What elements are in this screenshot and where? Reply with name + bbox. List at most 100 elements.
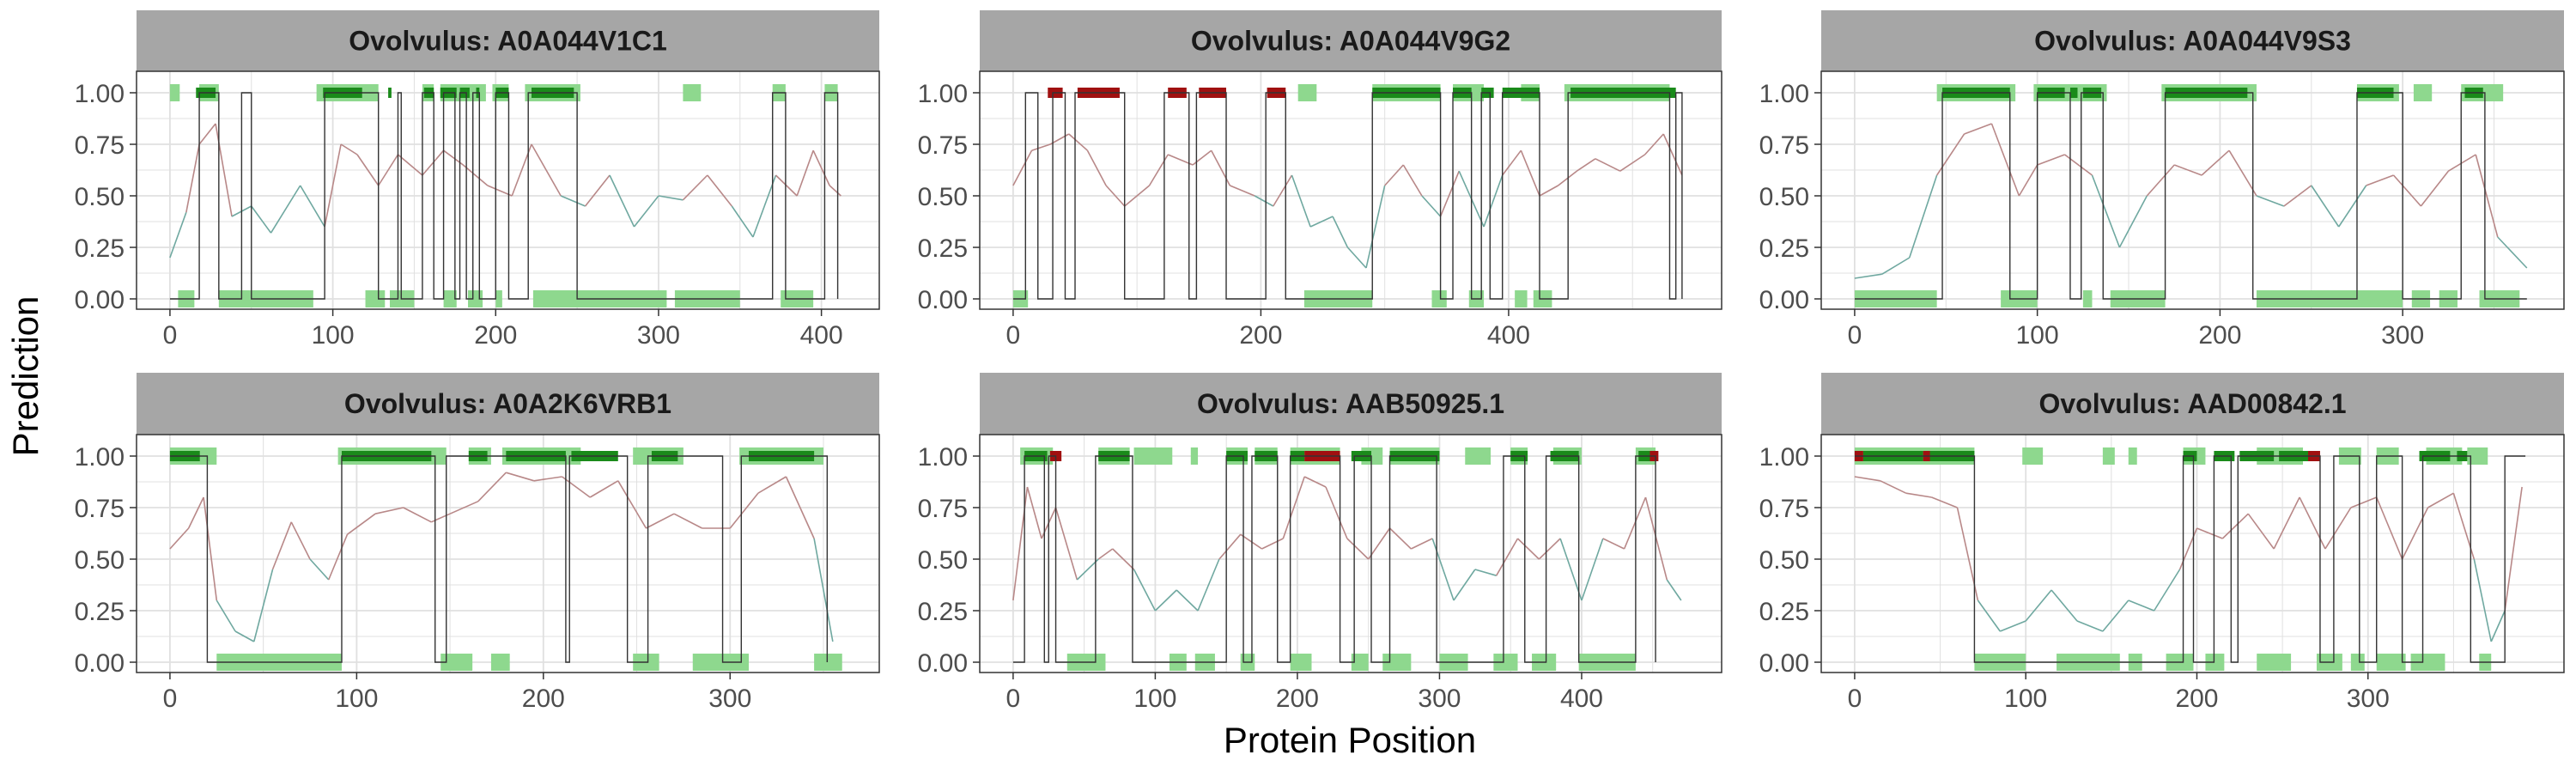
prediction-line-segment (1439, 170, 1460, 217)
prediction-line-segment (796, 149, 814, 197)
y-tick-label: 0.00 (75, 649, 125, 678)
prediction-line-segment (1054, 507, 1078, 581)
prediction-line-segment (1197, 558, 1220, 612)
prediction-line-segment (290, 521, 311, 560)
prediction-line-segment (1210, 149, 1231, 186)
prediction-line-segment (2221, 513, 2249, 539)
prediction-line-segment (1026, 486, 1042, 539)
prediction-line-segment (1666, 579, 1682, 601)
prediction-line-segment (1421, 195, 1442, 217)
prediction-line-segment (1402, 164, 1423, 197)
prediction-line-segment (462, 164, 489, 186)
prediction-line-segment (2401, 507, 2429, 560)
prediction-line-segment (477, 472, 507, 502)
prediction-line-segment (2447, 154, 2476, 172)
y-tick-label: 1.00 (1759, 443, 1809, 472)
y-tick-label: 0.50 (1759, 183, 1809, 211)
bottom-region-bar (443, 290, 457, 307)
bottom-region-bar (1290, 654, 1312, 671)
prediction-line-segment (431, 513, 451, 523)
x-tick-label: 200 (474, 321, 517, 350)
panel-border (136, 70, 880, 310)
prediction-line-segment (2299, 496, 2326, 550)
x-tick-label: 300 (1418, 685, 1461, 713)
strip-background (137, 373, 879, 435)
strip-background (1821, 10, 2564, 71)
panel-border (136, 434, 880, 673)
prediction-line-segment (682, 174, 708, 201)
prediction-line-segment (1154, 589, 1177, 612)
x-tick-label: 0 (1848, 685, 1862, 713)
x-tick-label: 0 (163, 685, 178, 713)
prediction-line-segment (340, 143, 358, 155)
prediction-line-segment (251, 205, 272, 234)
prediction-line-segment (731, 205, 754, 238)
y-tick-label: 1.00 (75, 80, 125, 108)
prediction-line-segment (617, 480, 647, 529)
prediction-line-segment (1623, 496, 1647, 550)
y-tick-label: 0.00 (918, 286, 968, 314)
prediction-line-segment (562, 476, 591, 498)
prediction-line-segment (1303, 476, 1327, 488)
prediction-line-segment (785, 476, 815, 539)
prediction-line-segment (2000, 620, 2026, 632)
prediction-line-segment (1049, 133, 1070, 145)
prediction-line-segment (1453, 569, 1476, 601)
prediction-line-segment (2490, 610, 2506, 642)
bottom-region-bar (2257, 654, 2292, 671)
bottom-region-bar (365, 290, 386, 307)
top-predicted-bar (2069, 88, 2078, 98)
x-tick-label: 400 (800, 321, 843, 350)
prediction-line-segment (374, 507, 404, 514)
top-region-bar (2413, 84, 2433, 101)
prediction-line-segment (1595, 158, 1621, 172)
prediction-line-segment (2146, 164, 2175, 197)
prediction-line-segment (775, 174, 798, 197)
binary-step-line (1012, 92, 1683, 300)
bottom-region-bar (2350, 654, 2365, 671)
top-region-bar (2022, 447, 2044, 465)
prediction-line-segment (1218, 533, 1242, 560)
y-tick-label: 0.75 (1759, 495, 1809, 523)
prediction-line-segment (1133, 569, 1157, 612)
bottom-region-bar (2376, 654, 2406, 671)
prediction-line-segment (198, 123, 216, 145)
prediction-line-segment (2201, 149, 2230, 176)
prediction-line-segment (1990, 123, 2020, 197)
prediction-line-segment (2338, 185, 2367, 228)
prediction-line-segment (1539, 185, 1559, 197)
prediction-line-segment (1282, 476, 1305, 539)
prediction-line-segment (658, 195, 683, 201)
prediction-line-segment (2228, 149, 2257, 197)
prediction-line-segment (2473, 558, 2493, 642)
prediction-line-segment (1240, 533, 1262, 550)
prediction-line-segment (757, 476, 787, 494)
prediction-line-segment (1346, 538, 1370, 560)
y-tick-label: 0.50 (75, 183, 125, 211)
bottom-region-bar (814, 654, 842, 671)
x-tick-label: 200 (2198, 321, 2241, 350)
panel-title: Ovolvulus: AAB50925.1 (1197, 388, 1504, 419)
facet-panel: Ovolvulus: A0A044V9S3 0.00 0.25 0.50 0.75 1.0… (1759, 10, 2565, 350)
prediction-line-segment (1644, 496, 1668, 581)
prediction-line-segment (531, 143, 562, 197)
prediction-line-segment (234, 630, 255, 642)
panel-title: Ovolvulus: AAD00842.1 (2038, 388, 2346, 419)
bottom-region-bar (1431, 290, 1447, 307)
strip-background (1821, 373, 2564, 435)
prediction-line-segment (2256, 195, 2285, 207)
prediction-line-segment (829, 185, 841, 197)
bottom-region-bar (692, 654, 750, 671)
x-tick-label: 100 (2004, 685, 2047, 713)
prediction-line-segment (1012, 486, 1029, 601)
bottom-region-bar (495, 290, 502, 307)
prediction-line-segment (2273, 496, 2300, 550)
prediction-line-segment (2025, 589, 2052, 622)
prediction-line-segment (1325, 486, 1348, 539)
prediction-line-segment (1192, 149, 1212, 166)
binary-step-line (1854, 92, 2527, 300)
y-tick-label: 0.50 (918, 183, 968, 211)
y-tick-label: 0.00 (1759, 286, 1809, 314)
prediction-line-segment (812, 149, 830, 186)
prediction-line-segment (271, 521, 293, 570)
